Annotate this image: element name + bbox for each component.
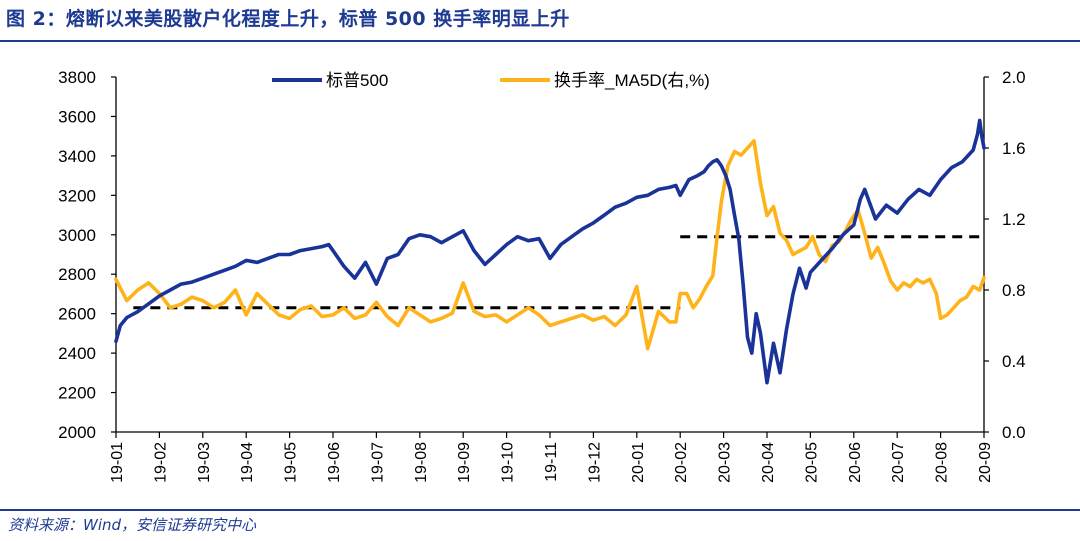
x-tick-label: 20-05 bbox=[803, 442, 820, 483]
x-tick-label: 19-03 bbox=[196, 442, 213, 483]
chart-title: 图 2：熔断以来美股散户化程度上升，标普 500 换手率明显上升 bbox=[6, 8, 570, 30]
bottom-divider bbox=[0, 509, 1080, 511]
x-tick-label: 20-02 bbox=[673, 442, 690, 483]
legend-sp500-label: 标普500 bbox=[326, 71, 388, 90]
chart-axes: 2000 2200 2400 2600 2800 3000 3200 3400 3600 3800… bbox=[58, 68, 1025, 483]
reference-lines bbox=[133, 235, 984, 310]
turnover-line bbox=[114, 139, 986, 351]
sp500-line bbox=[114, 118, 986, 385]
x-tick-label: 19-01 bbox=[109, 442, 126, 483]
right-tick-label: 0.8 bbox=[1002, 281, 1026, 300]
x-tick-label: 19-07 bbox=[369, 442, 386, 483]
x-tick-label: 20-04 bbox=[760, 442, 777, 483]
right-tick-label: 0.0 bbox=[1002, 423, 1026, 442]
x-tick-label: 20-07 bbox=[890, 442, 907, 483]
left-tick-label: 3800 bbox=[58, 68, 96, 87]
left-tick-label: 2800 bbox=[58, 265, 96, 284]
x-tick-label: 19-11 bbox=[543, 442, 560, 482]
right-tick-label: 2.0 bbox=[1002, 68, 1026, 87]
left-tick-label: 3400 bbox=[58, 147, 96, 166]
x-tick-label: 20-06 bbox=[847, 442, 864, 483]
x-tick-label: 19-12 bbox=[586, 442, 603, 483]
left-tick-label: 3200 bbox=[58, 186, 96, 205]
source-note: 资料来源：Wind，安信证券研究中心 bbox=[8, 516, 257, 534]
right-tick-label: 1.6 bbox=[1002, 139, 1026, 158]
chart-legend: 标普500 换手率_MA5D(右,%) bbox=[272, 71, 710, 90]
legend-turnover-label: 换手率_MA5D(右,%) bbox=[554, 71, 710, 90]
left-tick-label: 2600 bbox=[58, 305, 96, 324]
x-tick-label: 19-05 bbox=[283, 442, 300, 483]
left-tick-label: 3600 bbox=[58, 107, 96, 126]
series-lines bbox=[114, 118, 986, 385]
x-tick-label: 19-06 bbox=[326, 442, 343, 483]
right-tick-label: 1.2 bbox=[1002, 210, 1026, 229]
x-tick-label: 19-08 bbox=[413, 442, 430, 483]
x-tick-label: 20-03 bbox=[717, 442, 734, 483]
x-tick-label: 19-02 bbox=[152, 442, 169, 483]
x-tick-label: 19-04 bbox=[239, 442, 256, 483]
left-tick-label: 2000 bbox=[58, 423, 96, 442]
x-tick-label: 19-09 bbox=[456, 442, 473, 483]
x-tick-label: 20-09 bbox=[977, 442, 994, 483]
x-tick-label: 20-08 bbox=[934, 442, 951, 483]
top-divider bbox=[0, 40, 1080, 42]
left-tick-label: 3000 bbox=[58, 226, 96, 245]
x-tick-label: 19-10 bbox=[500, 442, 517, 483]
left-tick-label: 2200 bbox=[58, 384, 96, 403]
left-tick-label: 2400 bbox=[58, 344, 96, 363]
right-tick-label: 0.4 bbox=[1002, 352, 1026, 371]
x-tick-label: 20-01 bbox=[630, 442, 647, 483]
